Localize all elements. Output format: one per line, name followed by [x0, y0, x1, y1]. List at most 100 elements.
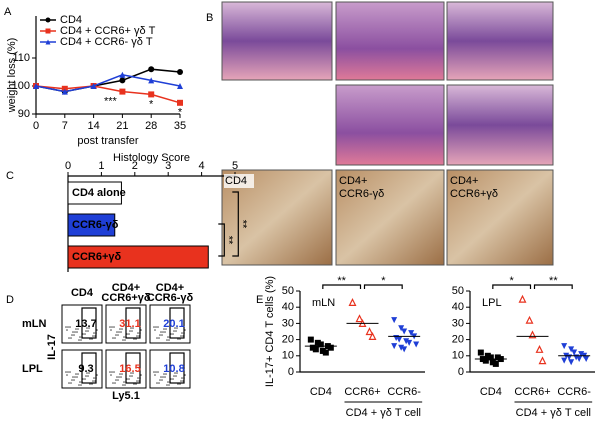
bar-label: CD4 alone	[72, 187, 126, 199]
y-tick-label: 110	[12, 52, 30, 64]
bar	[67, 213, 116, 237]
x-tick-label: 3	[165, 160, 171, 172]
flow-dot	[119, 373, 121, 375]
flow-dot	[170, 333, 172, 335]
panel-label: C	[6, 170, 14, 182]
flow-dot	[158, 337, 160, 339]
column-header: CCR6-γδ	[147, 292, 194, 304]
marker	[317, 341, 324, 348]
flow-dot	[65, 326, 67, 328]
marker	[327, 344, 334, 351]
marker	[398, 344, 405, 351]
y-tick-label: 50	[282, 285, 294, 297]
y-tick-label: 0	[288, 366, 294, 378]
flow-dot	[85, 375, 87, 377]
flow-dot	[175, 375, 177, 377]
marker	[518, 294, 527, 303]
histology-image	[446, 84, 554, 166]
flow-dot	[177, 383, 179, 385]
flow-dot	[92, 380, 94, 382]
flow-dot	[74, 376, 76, 378]
flow-dot	[94, 380, 96, 382]
flow-dot	[176, 327, 178, 329]
flow-dot	[71, 334, 73, 336]
flow-dot	[163, 328, 165, 330]
x-tick-label: 0	[65, 160, 71, 172]
flow-dot	[113, 326, 115, 328]
bracket	[363, 284, 403, 289]
flow-dot	[161, 379, 163, 381]
flow-dot	[117, 379, 119, 381]
marker	[348, 297, 357, 306]
flow-dot	[87, 375, 89, 377]
y-tick-label: 10	[452, 350, 464, 362]
flow-dot	[122, 384, 124, 386]
flow-dot	[132, 372, 134, 374]
flow-dot	[138, 380, 140, 382]
flow-dot	[168, 339, 170, 341]
y-tick-label: 30	[452, 317, 464, 329]
flow-dot	[164, 331, 166, 333]
flow-dot	[164, 376, 166, 378]
flow-dot	[109, 326, 111, 328]
y-tick-label: 20	[282, 334, 294, 346]
legend-marker	[45, 28, 51, 34]
flow-dot	[157, 326, 159, 328]
flow-dot	[78, 384, 80, 386]
flow-dot	[69, 326, 71, 328]
flow-dot	[156, 337, 158, 339]
column-header: CD4	[71, 287, 94, 299]
flow-dot	[118, 376, 120, 378]
legend-label: CD4	[60, 14, 82, 26]
x-tick-label: CCR6+	[514, 386, 550, 398]
y-tick-label: 100	[12, 80, 30, 92]
marker	[398, 325, 405, 332]
marker	[538, 356, 547, 365]
flow-dot	[121, 328, 123, 330]
flow-dot	[116, 331, 118, 333]
flow-dot	[110, 374, 112, 376]
flow-dot	[180, 380, 182, 382]
marker	[583, 356, 590, 363]
marker	[368, 332, 377, 340]
gate	[81, 352, 97, 384]
flow-dot	[136, 335, 138, 337]
x-tick-label: 5	[232, 160, 238, 172]
flow-dot	[174, 372, 176, 374]
flow-dot	[131, 375, 133, 377]
annotation: **	[236, 220, 248, 229]
flow-dot	[68, 337, 70, 339]
row-label: LPL	[22, 363, 43, 375]
flow-dot	[121, 373, 123, 375]
flow-dot	[73, 379, 75, 381]
x-tick-label: 28	[145, 120, 157, 132]
x-tick-label: CCR6-	[387, 386, 421, 398]
marker	[148, 66, 155, 73]
flow-dot	[71, 379, 73, 381]
flow-dot	[165, 373, 167, 375]
flow-dot	[68, 382, 70, 384]
flow-dot	[166, 339, 168, 341]
y-tick-label: 50	[452, 285, 464, 297]
flow-dot	[162, 376, 164, 378]
legend-label: CD4 + CCR6- γδ T	[60, 36, 153, 48]
flow-dot	[79, 381, 81, 383]
gate	[125, 352, 141, 384]
flow-dot	[155, 371, 157, 373]
annotation: *	[381, 275, 386, 287]
marker	[391, 343, 398, 350]
gate	[169, 352, 185, 384]
image-label: CCR6+γδ	[450, 188, 498, 200]
flow-dot	[88, 372, 90, 374]
flow-dot	[73, 334, 75, 336]
x-tick-label: CCR6-	[557, 386, 591, 398]
flow-dot	[136, 380, 138, 382]
marker	[406, 339, 413, 346]
image-label: CCR6-γδ	[339, 188, 384, 200]
flow-dot	[129, 375, 131, 377]
flow-dot	[80, 384, 82, 386]
marker	[568, 346, 575, 353]
annotation: **	[549, 275, 558, 287]
panel-label: B	[206, 12, 213, 24]
column-header: CD4+	[112, 282, 140, 294]
